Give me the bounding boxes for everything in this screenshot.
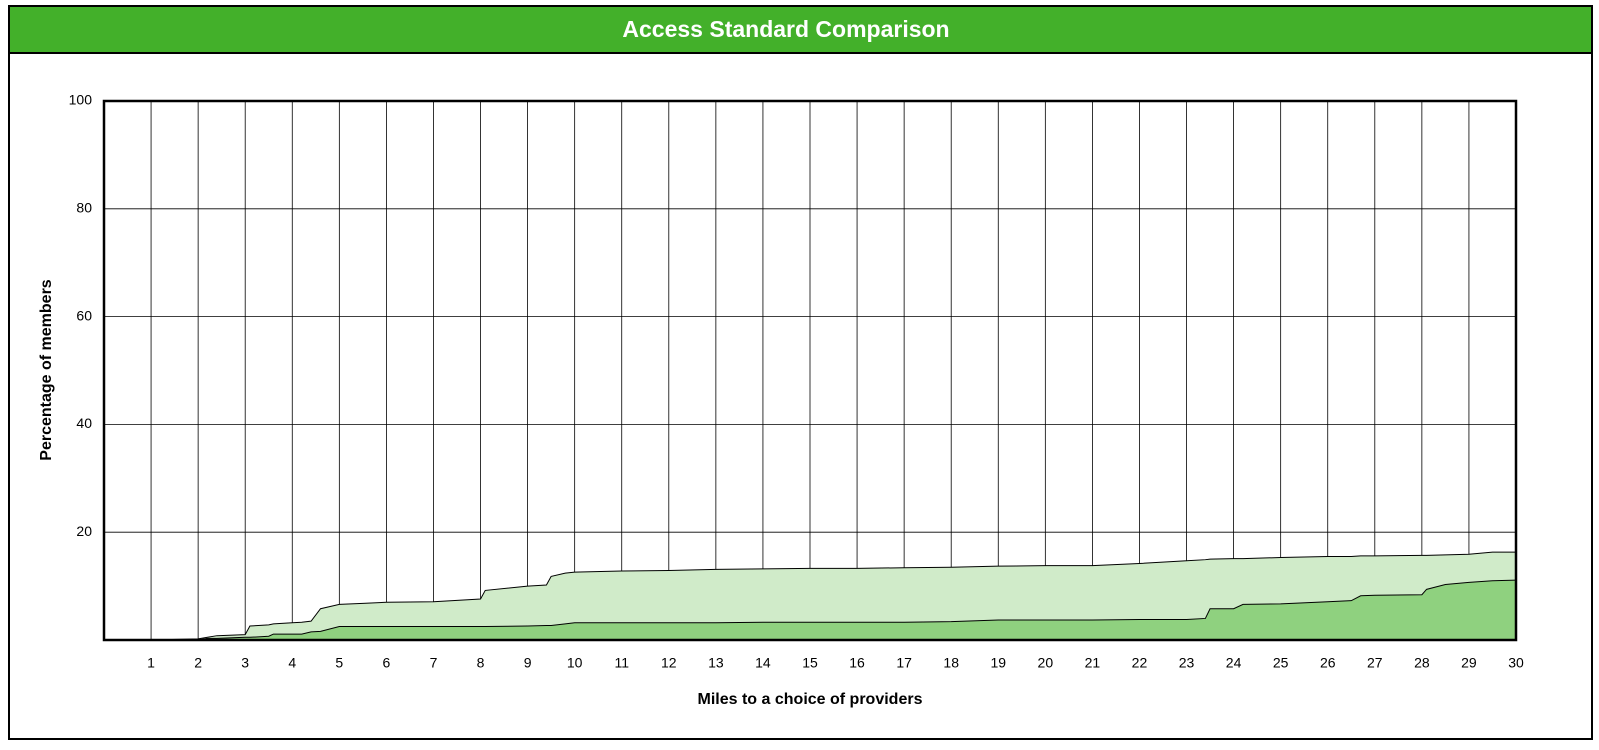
x-tick-label: 22 xyxy=(1132,655,1148,671)
x-tick-label: 7 xyxy=(430,655,438,671)
x-tick-label: 17 xyxy=(896,655,912,671)
x-tick-label: 25 xyxy=(1273,655,1289,671)
x-tick-label: 26 xyxy=(1320,655,1336,671)
x-tick-label: 3 xyxy=(241,655,249,671)
header-bar xyxy=(10,7,1591,53)
x-tick-label: 16 xyxy=(849,655,865,671)
chart-title: Access Standard Comparison xyxy=(622,16,949,42)
x-tick-label: 10 xyxy=(567,655,583,671)
x-tick-label: 11 xyxy=(614,655,629,671)
x-tick-label: 8 xyxy=(477,655,485,671)
x-tick-label: 23 xyxy=(1179,655,1195,671)
x-tick-label: 30 xyxy=(1508,655,1524,671)
x-tick-label: 19 xyxy=(990,655,1006,671)
y-tick-label: 20 xyxy=(76,523,92,539)
x-tick-label: 29 xyxy=(1461,655,1477,671)
x-tick-label: 1 xyxy=(147,655,155,671)
x-tick-label: 21 xyxy=(1085,655,1101,671)
x-tick-label: 24 xyxy=(1226,655,1242,671)
area-line xyxy=(104,551,1516,641)
x-tick-label: 13 xyxy=(708,655,724,671)
y-tick-label: 60 xyxy=(76,307,92,323)
x-tick-label: 15 xyxy=(802,655,818,671)
x-tick-label: 12 xyxy=(661,655,677,671)
x-tick-label: 2 xyxy=(194,655,202,671)
x-tick-label: 14 xyxy=(755,655,771,671)
x-tick-label: 6 xyxy=(383,655,391,671)
x-tick-label: 28 xyxy=(1414,655,1430,671)
x-axis-title: Miles to a choice of providers xyxy=(698,691,923,708)
x-tick-label: 18 xyxy=(943,655,959,671)
y-tick-label: 80 xyxy=(76,200,92,216)
area-line xyxy=(104,579,1517,641)
y-axis-title: Percentage of members xyxy=(38,279,55,461)
x-tick-label: 5 xyxy=(335,655,343,671)
y-tick-label: 100 xyxy=(69,92,93,108)
area xyxy=(104,552,1516,640)
x-tick-label: 27 xyxy=(1367,655,1383,671)
plot-border xyxy=(102,99,1518,642)
x-tick-label: 4 xyxy=(288,655,296,671)
x-tick-label: 20 xyxy=(1038,655,1054,671)
area xyxy=(104,580,1516,640)
x-tick-label: 9 xyxy=(524,655,532,671)
y-tick-label: 40 xyxy=(76,415,92,431)
